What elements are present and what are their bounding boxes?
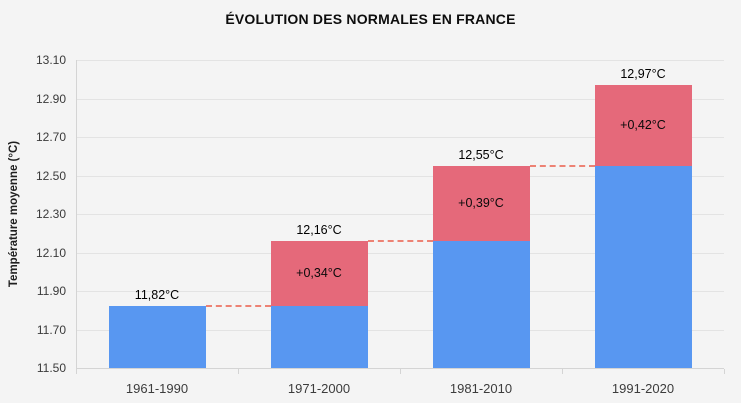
gridline bbox=[76, 214, 724, 215]
gridline bbox=[76, 252, 724, 254]
y-tick-label: 12.50 bbox=[35, 168, 66, 183]
bar-base-segment bbox=[432, 240, 530, 368]
x-axis-tick bbox=[400, 369, 401, 374]
y-tick-label: 13.10 bbox=[35, 53, 66, 67]
bar-delta-label: +0,34°C bbox=[296, 266, 342, 281]
y-tick-label: 12.90 bbox=[35, 91, 66, 106]
gridline bbox=[76, 291, 724, 292]
x-category-label: 1961-1990 bbox=[125, 381, 189, 396]
bar-delta-label: +0,42°C bbox=[620, 117, 666, 132]
gridline bbox=[76, 60, 724, 61]
chart-title: ÉVOLUTION DES NORMALES EN FRANCE bbox=[225, 11, 516, 27]
bar-base-segment bbox=[270, 306, 368, 368]
bar-delta-label: +0,39°C bbox=[458, 195, 504, 210]
y-tick-label: 11.50 bbox=[36, 361, 66, 375]
bar-total-label: 12,97°C bbox=[620, 67, 666, 82]
x-category-label: 1981-2010 bbox=[449, 381, 513, 396]
x-axis-tick bbox=[724, 369, 725, 374]
connector-line bbox=[529, 164, 595, 167]
bar-total-label: 12,55°C bbox=[458, 147, 504, 162]
x-axis-tick bbox=[76, 369, 77, 374]
y-tick-label: 12.30 bbox=[35, 207, 66, 221]
bar-base-segment bbox=[108, 306, 206, 368]
x-category-label: 1991-2020 bbox=[611, 381, 675, 396]
connector-line bbox=[367, 239, 433, 242]
y-tick-label: 11.70 bbox=[36, 322, 66, 337]
y-tick-label: 11.90 bbox=[36, 284, 66, 298]
gridline bbox=[76, 137, 724, 138]
gridline bbox=[76, 175, 724, 177]
bar-increase-segment bbox=[270, 240, 368, 307]
bar-increase-segment bbox=[432, 165, 530, 241]
bar-increase-segment bbox=[594, 85, 692, 166]
x-axis-tick bbox=[562, 369, 563, 374]
x-axis-tick bbox=[238, 369, 239, 374]
x-axis-baseline bbox=[76, 368, 724, 369]
bar-base-segment bbox=[594, 165, 692, 368]
bar-total-label: 11,82°C bbox=[134, 288, 180, 303]
y-tick-label: 12.10 bbox=[35, 245, 66, 260]
y-axis-line bbox=[76, 60, 77, 368]
connector-line bbox=[205, 305, 271, 308]
gridline bbox=[76, 98, 724, 100]
y-tick-label: 12.70 bbox=[35, 130, 66, 144]
bar-total-label: 12,16°C bbox=[296, 222, 342, 237]
gridline bbox=[76, 329, 724, 331]
x-category-label: 1971-2000 bbox=[287, 381, 351, 396]
